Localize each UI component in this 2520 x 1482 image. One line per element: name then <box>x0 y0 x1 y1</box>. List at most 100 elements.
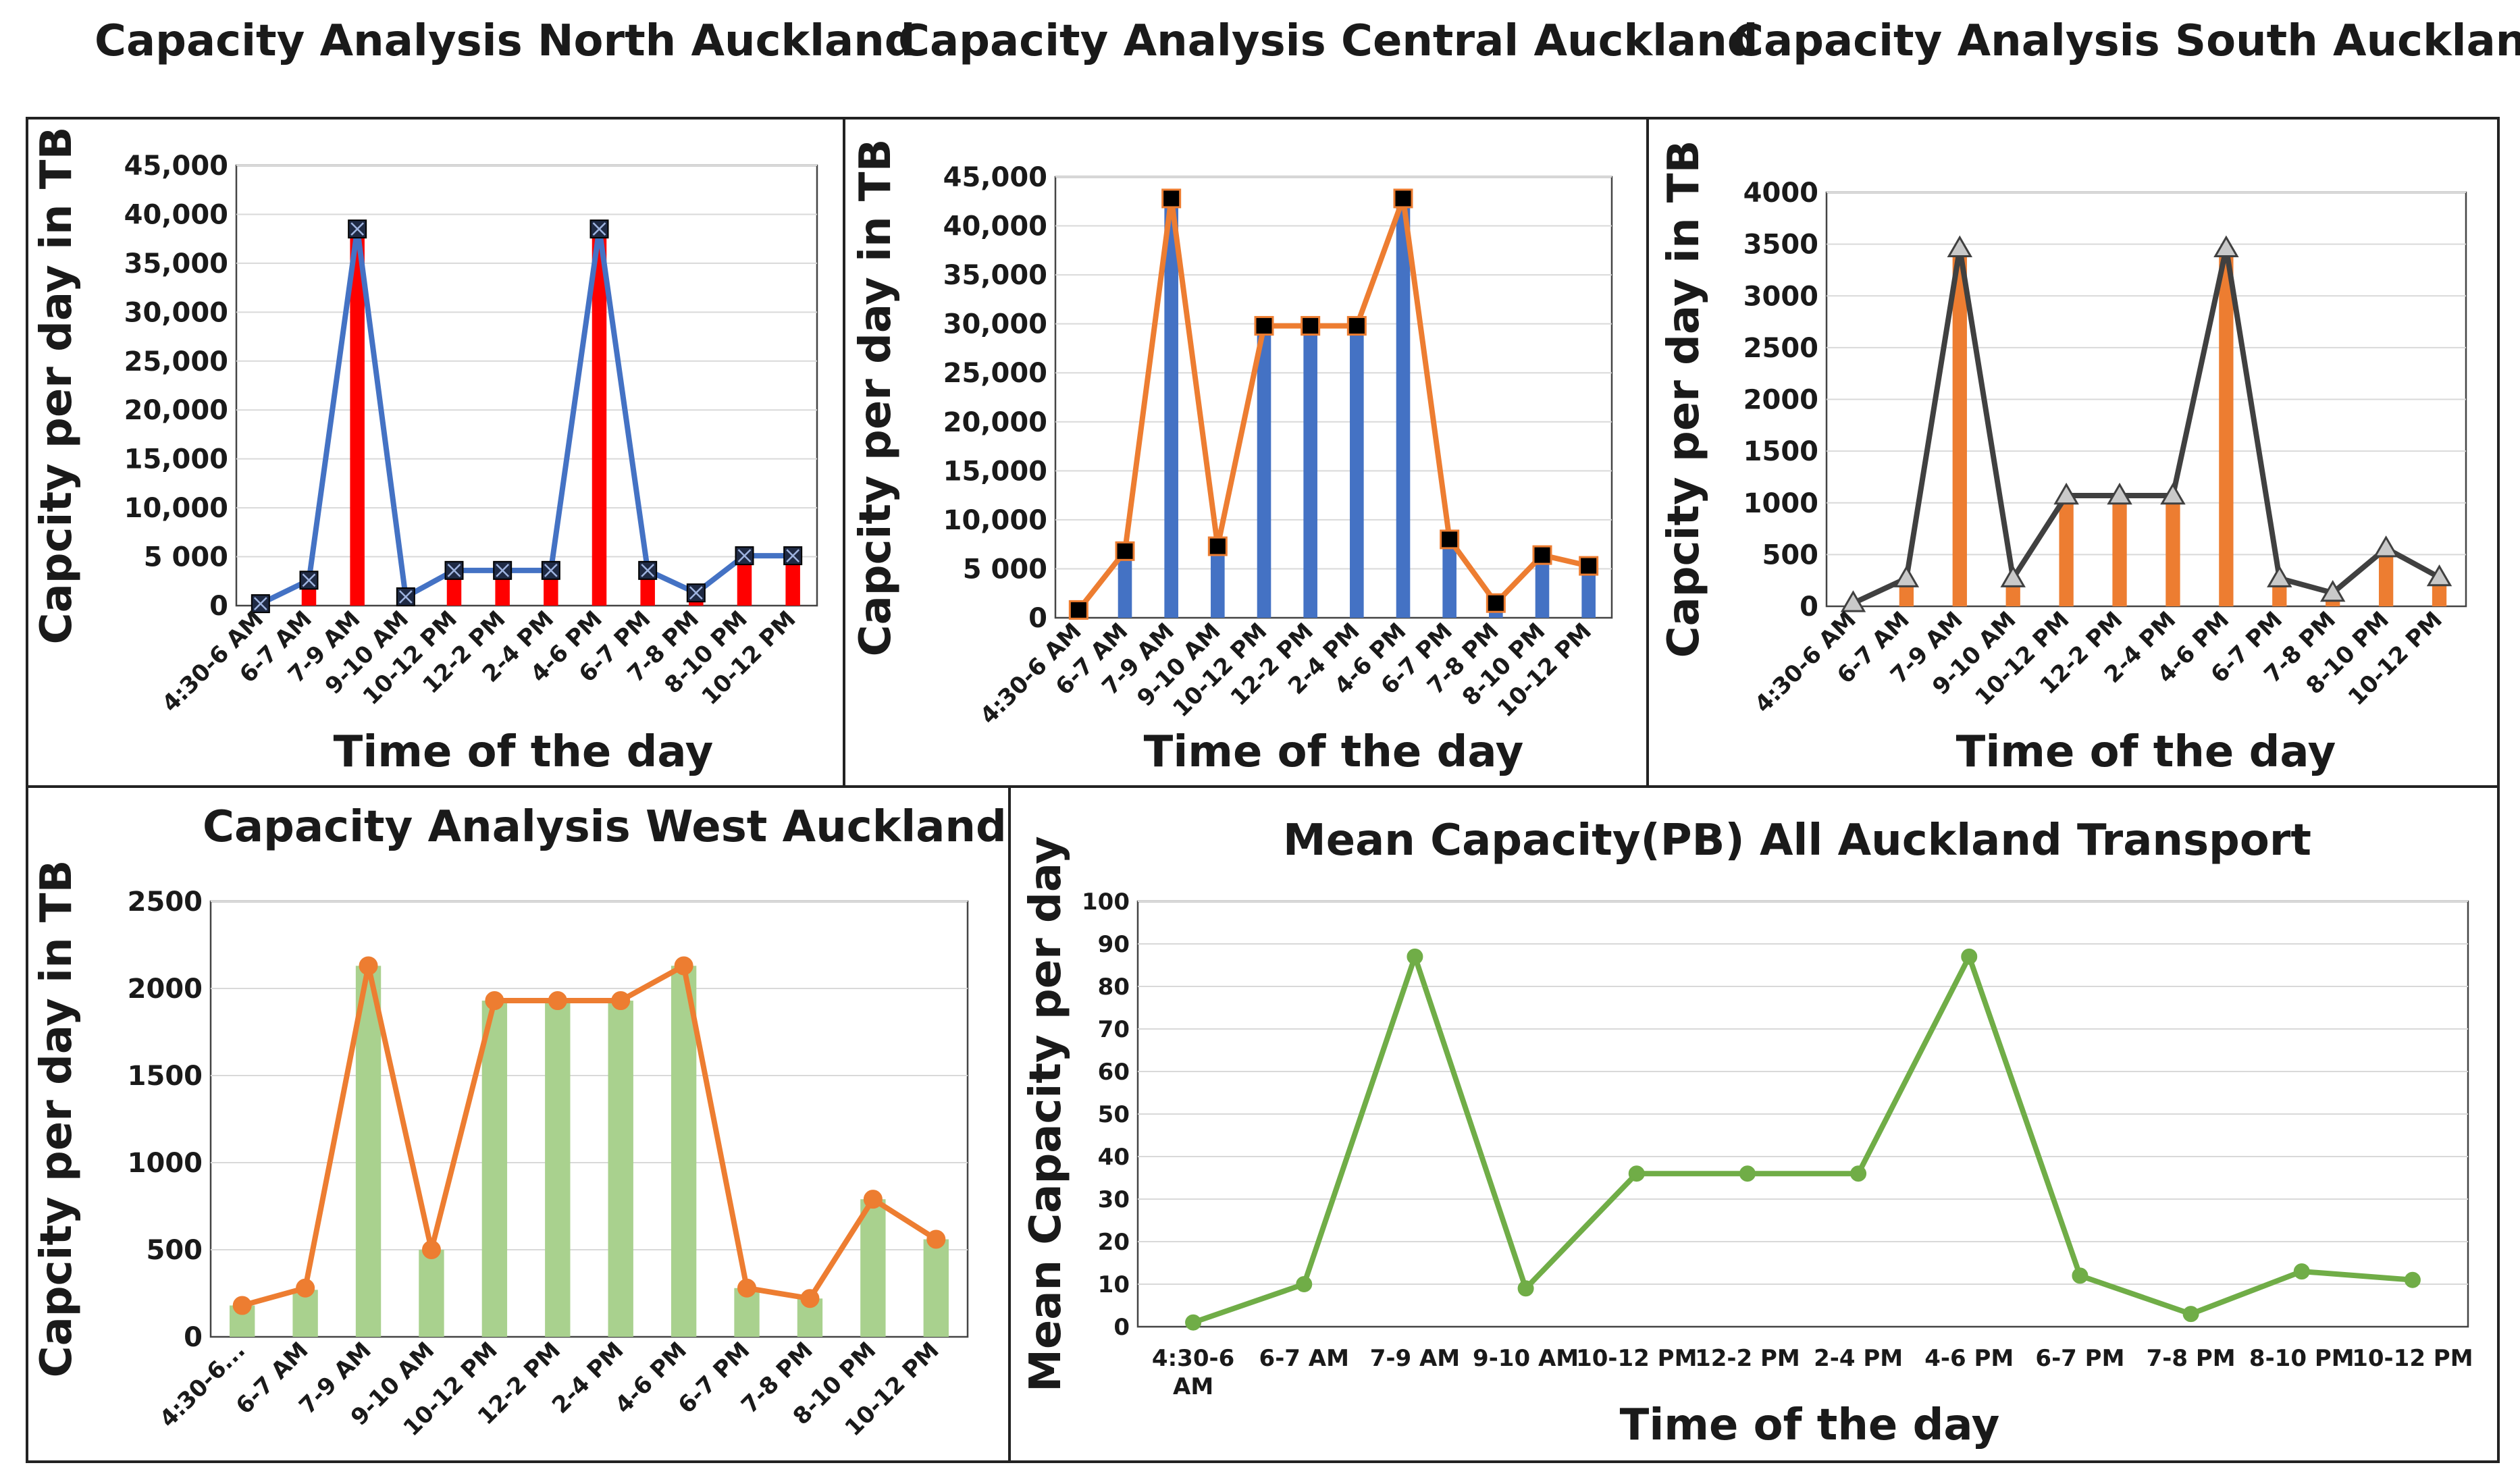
mean-data-point <box>1739 1165 1756 1182</box>
mean-x-tick-label: 10-12 PM <box>1576 1345 1697 1372</box>
south-data-point <box>1840 590 1866 612</box>
west-bar <box>545 1001 571 1337</box>
central-y-axis-label: Capcity per day in TB <box>851 139 901 657</box>
mean-series-line <box>1192 953 2413 1325</box>
central-data-point <box>1440 529 1460 550</box>
north-y-tick-label: 5 000 <box>144 542 228 573</box>
mean-x-tick-label: 8-10 PM <box>2249 1345 2355 1372</box>
south-data-point <box>2053 482 2079 505</box>
north-data-point-cross <box>737 549 752 562</box>
south-bar <box>2219 248 2234 606</box>
south-y-tick-label: 3500 <box>1743 230 1818 261</box>
mean-y-tick-label: 100 <box>1082 889 1130 916</box>
north-y-tick-label: 0 <box>209 591 228 622</box>
mean-x-tick-label: 7-8 PM <box>2147 1345 2236 1372</box>
central-data-point <box>1301 316 1321 336</box>
mean-data-point <box>2182 1306 2199 1323</box>
south-y-tick-label: 4000 <box>1743 178 1818 209</box>
west-data-point <box>296 1278 315 1298</box>
south-bar <box>2165 496 2180 606</box>
north-data-point-cross <box>447 563 461 577</box>
mean-data-point <box>2293 1263 2310 1280</box>
south-data-point <box>2213 235 2239 257</box>
south-y-axis-label: Capcity per day in TB <box>1659 140 1709 658</box>
central-y-tick-label: 40,000 <box>943 211 1047 242</box>
south-data-point <box>2319 579 2346 602</box>
north-x-axis-label: Time of the day <box>334 727 714 777</box>
west-y-tick-label: 2500 <box>128 886 203 918</box>
mean-data-point <box>1961 948 1978 965</box>
central-x-axis-label: Time of the day <box>1144 727 1524 777</box>
south-bar <box>1952 248 1967 606</box>
mean-data-point <box>1407 948 1423 965</box>
mean-data-point <box>1628 1165 1645 1182</box>
west-bar <box>481 1001 508 1337</box>
mean-x-tick-label: 4:30-6 <box>1152 1345 1234 1372</box>
mean-y-tick-label: 30 <box>1098 1186 1130 1213</box>
south-data-point <box>1947 235 1973 257</box>
mean-x-tick-label: 10-12 PM <box>2352 1345 2473 1372</box>
west-data-point <box>926 1229 946 1249</box>
central-data-point <box>1207 536 1228 556</box>
mean-chart-title: Mean Capacity(PB) All Auckland Transport <box>1283 816 2311 866</box>
west-data-point <box>421 1240 441 1259</box>
central-bar <box>1350 325 1364 618</box>
mean-y-tick-label: 70 <box>1098 1016 1130 1043</box>
south-data-point <box>2107 482 2132 505</box>
west-bar <box>608 1001 633 1337</box>
central-bar <box>1535 555 1550 618</box>
mean-x-tick-label: 12-2 PM <box>1695 1345 1800 1372</box>
mean-x-tick-label: 7-9 AM <box>1370 1345 1460 1372</box>
south-y-tick-label: 500 <box>1762 539 1819 571</box>
central-y-tick-label: 10,000 <box>943 505 1047 536</box>
central-y-tick-label: 25,000 <box>943 358 1047 389</box>
south-chart-title: Capacity Analysis South Auckland <box>1732 16 2520 66</box>
mean-y-tick-label: 20 <box>1098 1229 1130 1256</box>
central-bar <box>1581 566 1596 618</box>
north-y-tick-label: 20,000 <box>124 395 228 426</box>
mean-x-tick-label: 9-10 AM <box>1473 1345 1579 1372</box>
central-bar <box>1164 198 1178 618</box>
west-data-point <box>674 956 693 976</box>
south-bar <box>2378 548 2394 606</box>
mean-y-axis-label: Mean Capacity per day <box>1021 836 1071 1392</box>
central-y-tick-label: 20,000 <box>943 407 1047 438</box>
south-y-tick-label: 1500 <box>1743 436 1818 467</box>
north-bar <box>737 556 752 606</box>
north-data-point-cross <box>398 590 413 604</box>
west-y-tick-label: 500 <box>147 1235 203 1266</box>
north-plot-area <box>235 164 818 607</box>
mean-y-tick-label: 0 <box>1113 1314 1130 1341</box>
north-y-tick-label: 25,000 <box>124 346 228 377</box>
mean-data-point <box>1296 1276 1313 1292</box>
west-plot-area <box>209 900 969 1338</box>
mean-data-point <box>2404 1271 2421 1288</box>
south-data-point <box>2000 565 2026 587</box>
central-y-tick-label: 45,000 <box>943 162 1047 193</box>
north-bar <box>592 229 607 606</box>
west-bar <box>419 1250 444 1337</box>
west-data-point <box>485 991 504 1011</box>
central-bar <box>1257 325 1271 618</box>
central-bar <box>1118 551 1132 618</box>
south-y-tick-label: 3000 <box>1743 281 1818 312</box>
north-data-point-cross <box>641 563 655 577</box>
north-y-tick-label: 15,000 <box>124 444 228 475</box>
mean-y-tick-label: 80 <box>1098 974 1130 1001</box>
south-data-point <box>2426 564 2452 587</box>
south-y-tick-label: 1000 <box>1743 488 1818 519</box>
south-series-line <box>1852 245 2441 606</box>
mean-y-tick-label: 50 <box>1098 1101 1130 1128</box>
south-y-tick-label: 0 <box>1800 591 1818 623</box>
central-data-point <box>1161 188 1182 209</box>
north-bar <box>350 229 365 606</box>
north-data-point-cross <box>496 563 510 577</box>
south-data-point <box>2160 482 2186 505</box>
north-data-point-cross <box>544 563 558 577</box>
central-y-tick-label: 30,000 <box>943 309 1047 340</box>
south-bar <box>2059 496 2074 606</box>
north-y-axis-label: Capcity per day in TB <box>32 127 82 645</box>
west-bar <box>355 965 382 1337</box>
west-series-line <box>241 963 938 1308</box>
mean-data-point <box>2072 1267 2089 1284</box>
